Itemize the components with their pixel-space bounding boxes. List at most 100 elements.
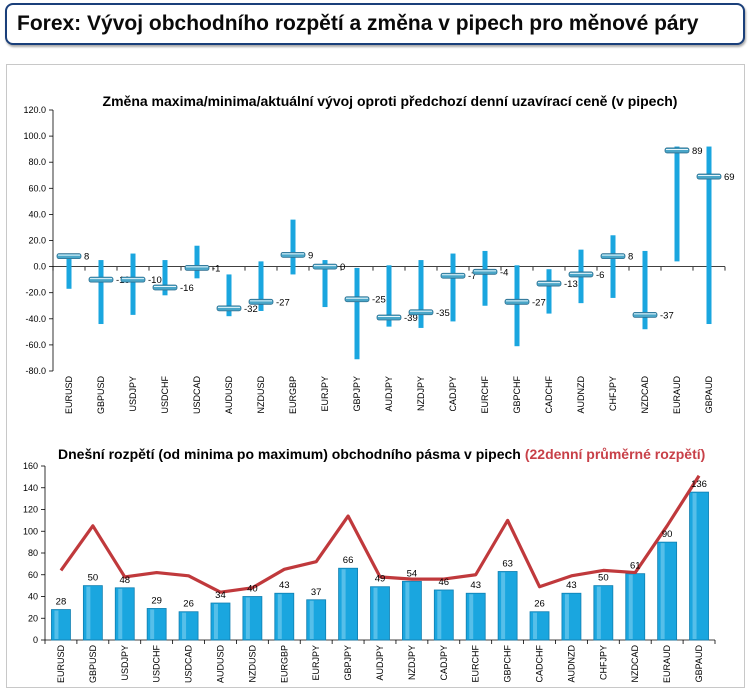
current-value-marker — [88, 276, 114, 283]
range-chart-category-label: GBPJPY — [352, 376, 362, 412]
spread-bar — [402, 580, 422, 641]
spread-chart-category-label: USDCHF — [152, 644, 162, 682]
spread-chart-title: Dnešní rozpětí (od minima po maximum) ob… — [58, 446, 705, 462]
range-chart-category-label: USDCHF — [160, 375, 170, 413]
range-chart-category-label: NZDJPY — [416, 376, 426, 411]
current-value-marker — [440, 272, 466, 279]
range-bar — [514, 265, 520, 347]
spread-value-label: 54 — [407, 568, 418, 579]
current-value-label: -1 — [212, 263, 220, 274]
range-bar — [674, 146, 680, 262]
range-chart: Změna maxima/minima/aktuální vývoj oprot… — [23, 93, 734, 414]
current-value-label: 8 — [84, 252, 89, 263]
range-chart-title: Změna maxima/minima/aktuální vývoj oprot… — [103, 93, 678, 109]
range-bar — [226, 274, 232, 317]
range-bar — [418, 260, 424, 328]
spread-bar — [497, 571, 518, 641]
range-chart-category-label: CADJPY — [448, 376, 458, 412]
spread-value-label: 49 — [375, 574, 386, 585]
current-value-marker — [312, 263, 338, 270]
current-value-marker — [632, 311, 658, 318]
current-value-label: -6 — [596, 270, 604, 281]
spread-bar — [210, 602, 231, 641]
page-title: Forex: Vývoj obchodního rozpětí a změna … — [17, 12, 699, 35]
current-value-label: -35 — [436, 308, 450, 319]
current-value-marker — [120, 276, 146, 283]
spread-bar — [274, 592, 295, 641]
range-chart-category-label: USDJPY — [128, 376, 138, 412]
spread-value-label: 61 — [630, 561, 641, 572]
spread-bar — [625, 573, 646, 641]
current-value-marker — [536, 280, 562, 287]
range-bar — [450, 253, 456, 322]
spread-bar — [146, 608, 167, 641]
spread-bar — [306, 599, 327, 641]
spread-bar-highlight — [309, 600, 314, 639]
range-chart-y-tick-label: -60.0 — [25, 340, 46, 350]
current-value-marker — [696, 173, 722, 180]
spread-bar-highlight — [628, 574, 633, 639]
spread-value-label: 90 — [662, 529, 673, 540]
spread-chart-y-tick-label: 100 — [23, 526, 38, 536]
spread-bar — [657, 541, 678, 641]
spread-chart-category-label: USDJPY — [120, 645, 130, 681]
current-value-marker — [664, 147, 690, 154]
spread-chart-category-label: NZDCAD — [630, 645, 640, 683]
spread-bar-highlight — [213, 604, 218, 639]
spread-chart-y-tick-label: 60 — [28, 570, 38, 580]
range-chart-category-label: EURGBP — [288, 376, 298, 414]
range-chart-category-label: CHFJPY — [608, 376, 618, 411]
range-bar — [258, 261, 264, 311]
range-chart-y-tick-label: -20.0 — [25, 288, 46, 298]
range-chart-category-label: AUDJPY — [384, 376, 394, 412]
current-value-label: -27 — [532, 297, 546, 308]
range-chart-category-label: AUDNZD — [576, 376, 586, 414]
spread-bar-highlight — [245, 597, 250, 639]
range-chart-y-tick-label: 120.0 — [23, 105, 46, 115]
range-chart-y-tick-label: 100.0 — [23, 131, 46, 141]
range-bar — [290, 219, 296, 275]
spread-bar-highlight — [533, 612, 538, 639]
current-value-label: -37 — [660, 310, 674, 321]
range-chart-category-label: GBPCHF — [512, 376, 522, 414]
spread-chart-y-tick-label: 120 — [23, 505, 38, 515]
current-value-marker — [504, 298, 530, 305]
range-chart-y-tick-label: -80.0 — [25, 366, 46, 376]
spread-value-label: 37 — [311, 587, 322, 598]
spread-value-label: 50 — [88, 573, 99, 584]
range-chart-y-tick-label: -40.0 — [25, 314, 46, 324]
spread-chart-category-label: EURUSD — [56, 645, 66, 684]
spread-chart-y-tick-label: 160 — [23, 461, 38, 471]
spread-chart-category-label: EURAUD — [662, 645, 672, 684]
spread-chart-y-tick-label: 40 — [28, 592, 38, 602]
spread-bar-highlight — [54, 610, 59, 639]
current-value-label: 89 — [692, 146, 703, 157]
spread-chart-category-label: CADJPY — [439, 645, 449, 681]
current-value-label: -10 — [148, 275, 162, 286]
spread-bar-highlight — [564, 594, 569, 639]
spread-chart-category-label: CADCHF — [535, 644, 545, 682]
spread-value-label: 28 — [56, 597, 67, 608]
range-chart-y-tick-label: 80.0 — [28, 157, 46, 167]
current-value-label: -25 — [372, 295, 386, 306]
range-chart-category-label: NZDUSD — [256, 376, 266, 414]
spread-bar — [82, 585, 103, 641]
range-bar — [66, 253, 72, 289]
range-bar — [610, 235, 616, 298]
spread-bar-highlight — [660, 543, 665, 639]
spread-value-label: 43 — [470, 580, 481, 591]
current-value-label: -27 — [276, 297, 290, 308]
current-value-label: -13 — [564, 279, 578, 290]
page-header: Forex: Vývoj obchodního rozpětí a změna … — [5, 3, 745, 45]
spread-value-label: 26 — [534, 599, 545, 610]
range-chart-y-tick-label: 40.0 — [28, 209, 46, 219]
current-value-label: -7 — [468, 271, 476, 282]
spread-bar-highlight — [469, 594, 474, 639]
range-bar — [322, 260, 328, 308]
range-chart-category-label: GBPAUD — [704, 376, 714, 414]
current-value-label: 9 — [308, 250, 313, 261]
spread-chart-category-label: AUDUSD — [215, 645, 225, 684]
spread-value-label: 43 — [279, 580, 290, 591]
range-chart-y-tick-label: 20.0 — [28, 236, 46, 246]
